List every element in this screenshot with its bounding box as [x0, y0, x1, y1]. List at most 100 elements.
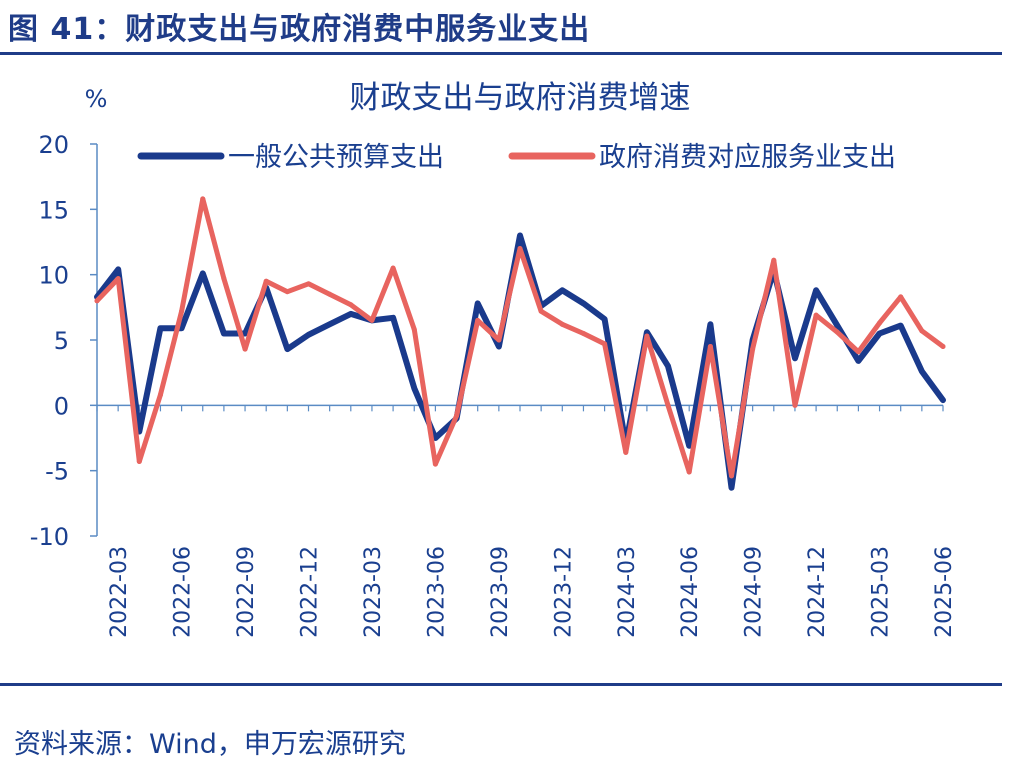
data-point [644, 329, 650, 335]
x-tick-label: 2024-06 [678, 546, 703, 638]
x-tick-label: 2023-06 [424, 546, 449, 638]
data-point [94, 298, 100, 304]
data-point [707, 344, 713, 350]
y-tick-label: 0 [54, 392, 69, 420]
data-point [475, 300, 481, 306]
data-point [348, 302, 354, 308]
data-point [496, 344, 502, 350]
data-point [432, 435, 438, 441]
x-tick-label: 2023-12 [551, 546, 576, 638]
x-tick-label: 2023-03 [361, 546, 386, 638]
data-point [263, 278, 269, 284]
legend-label-series-1: 一般公共预算支出 [228, 142, 444, 173]
data-point [559, 287, 565, 293]
data-point [136, 459, 142, 465]
data-point [602, 316, 608, 322]
data-point [369, 317, 375, 323]
data-point [157, 392, 163, 398]
data-point [855, 349, 861, 355]
x-tick-label: 2023-09 [488, 546, 513, 638]
data-point [284, 289, 290, 295]
x-tick-label: 2024-03 [615, 546, 640, 638]
series-2 [94, 196, 946, 479]
data-point [771, 257, 777, 263]
data-point [432, 461, 438, 467]
data-point [623, 449, 629, 455]
data-point [454, 413, 460, 419]
chart-title: 财政支出与政府消费增速 [350, 80, 691, 116]
data-point [580, 300, 586, 306]
data-point [306, 281, 311, 287]
data-point [348, 311, 354, 317]
data-point [855, 358, 861, 364]
data-point [602, 341, 608, 347]
data-point [813, 312, 819, 318]
y-tick-label: -10 [30, 523, 69, 551]
data-point [221, 276, 227, 282]
data-point [729, 485, 734, 491]
top-rule [0, 52, 1002, 55]
bottom-rule [0, 683, 1002, 686]
data-point [200, 270, 206, 276]
x-tick-label: 2022-09 [234, 546, 259, 638]
data-point [559, 321, 565, 327]
data-point [877, 330, 883, 336]
y-tick-label: 20 [38, 131, 69, 159]
data-point [200, 196, 206, 202]
data-point [538, 308, 544, 314]
data-point [157, 325, 163, 331]
data-point [475, 317, 481, 323]
data-point [390, 265, 396, 271]
series-layer [94, 196, 946, 491]
legend-label-series-2: 政府消费对应服务业支出 [599, 142, 896, 173]
y-tick-label: 15 [38, 196, 69, 224]
x-tick-label: 2024-12 [805, 546, 830, 638]
y-tick-label: 10 [38, 262, 69, 290]
source-note: 资料来源：Wind，申万宏源研究 [14, 729, 406, 760]
data-point [707, 321, 713, 327]
data-point [665, 363, 671, 369]
data-point [750, 346, 756, 352]
data-point [327, 291, 333, 297]
y-tick-label: -5 [45, 458, 69, 486]
x-tick-label: 2022-12 [298, 546, 323, 638]
line-chart: 财政支出与政府消费增速 % 一般公共预算支出 政府消费对应服务业支出 -10 -5… [30, 80, 957, 638]
data-point [898, 294, 904, 300]
x-tick-label: 2024-09 [742, 546, 767, 638]
axes: -10 -5 0 5 10 15 20 2022-03 2022-06 2022-09 2022-1… [30, 131, 957, 638]
data-point [940, 344, 946, 350]
data-point [877, 320, 883, 326]
data-point [919, 328, 925, 334]
data-point [390, 315, 396, 321]
data-point [940, 397, 946, 403]
x-tick-label: 2022-06 [171, 546, 196, 638]
data-point [834, 329, 840, 335]
data-point [898, 323, 904, 329]
legend: 一般公共预算支出 政府消费对应服务业支出 [137, 142, 896, 173]
data-point [179, 325, 185, 331]
data-point [496, 337, 502, 343]
data-point [792, 355, 798, 361]
data-point [221, 330, 227, 336]
data-point [242, 346, 248, 352]
data-point [792, 402, 798, 408]
data-point [644, 333, 650, 339]
data-point [919, 368, 925, 374]
data-point [115, 266, 121, 272]
data-point [179, 308, 185, 314]
data-point [115, 276, 121, 282]
data-point [411, 385, 417, 391]
data-point [686, 443, 692, 449]
y-axis-unit: % [85, 85, 108, 113]
data-point [517, 232, 523, 238]
data-point [517, 246, 523, 252]
data-point [813, 287, 819, 293]
data-point [834, 323, 840, 329]
data-point [686, 469, 692, 475]
data-point [327, 321, 333, 327]
y-tick-label: 5 [54, 327, 69, 355]
x-tick-label: 2025-06 [932, 546, 957, 638]
data-point [306, 332, 311, 338]
figure-title: 图 41：财政支出与政府消费中服务业支出 [8, 12, 591, 47]
data-point [242, 330, 248, 336]
